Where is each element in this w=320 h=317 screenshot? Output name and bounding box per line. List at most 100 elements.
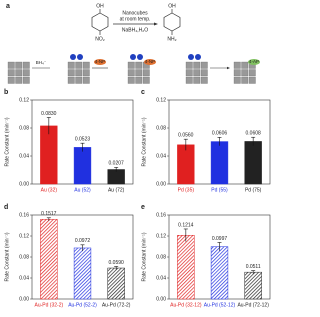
y-axis-label: Rate Constant (min⁻¹): [141, 232, 147, 281]
x-tick-label: Au-Pd (32-2): [35, 302, 64, 308]
y-axis-label: Rate Constant (min⁻¹): [4, 117, 10, 166]
nanocube: [67, 76, 75, 84]
figure: a OH NO₂ OH NH₂ Nanocubes at room temp. …: [4, 3, 271, 308]
nanocube: [22, 76, 30, 84]
y-tick-label: 0.00: [19, 296, 29, 302]
condition: at room temp.: [120, 16, 151, 22]
step-label: 4-AP: [249, 59, 259, 64]
nanocube: [15, 61, 23, 69]
nanocube: [248, 76, 256, 84]
bar: [107, 267, 125, 300]
nanocube: [135, 61, 143, 69]
nanocube: [15, 76, 23, 84]
nanocube: [241, 76, 249, 84]
panel-label: a: [6, 3, 10, 10]
bar: [210, 141, 229, 185]
group: OH: [168, 3, 176, 9]
group: OH: [96, 3, 104, 9]
bar: [244, 271, 262, 300]
value-label: 0.1517: [41, 211, 57, 217]
nanocube: [15, 69, 23, 77]
nanocube: [7, 69, 15, 77]
hydride: [70, 54, 76, 60]
x-tick-label: Au-Pd (72-2): [102, 302, 131, 308]
molecule: [94, 59, 106, 65]
nanocube: [127, 69, 135, 77]
bar: [177, 144, 195, 185]
y-axis-label: Rate Constant (min⁻¹): [141, 117, 147, 166]
step-label: BH₄⁻: [36, 60, 47, 65]
nanocube: [67, 69, 75, 77]
bar: [40, 219, 58, 300]
nanocube: [7, 61, 15, 69]
value-label: 0.0997: [212, 236, 228, 242]
bar: [244, 141, 262, 185]
bar: [107, 169, 125, 185]
y-tick-label: 0.16: [156, 212, 166, 218]
condition: Nanocubes: [122, 10, 148, 16]
group: NH₂: [167, 36, 176, 42]
y-tick-label: 0.04: [19, 153, 29, 159]
benzene-ring: [91, 12, 109, 32]
bar: [73, 147, 92, 185]
y-tick-label: 0.00: [19, 181, 29, 187]
nanocube: [241, 61, 249, 69]
nanocube: [75, 61, 83, 69]
panel-label: c: [141, 89, 145, 96]
x-tick-label: Au-Pd (52-12): [204, 302, 236, 308]
hydride: [195, 54, 201, 60]
panel-label: e: [141, 204, 145, 211]
y-tick-label: 0.04: [19, 275, 29, 281]
nanocube: [185, 76, 193, 84]
nanocube: [185, 69, 193, 77]
value-label: 0.0523: [75, 137, 91, 143]
y-tick-label: 0.00: [156, 181, 166, 187]
step-label: 4-NP: [95, 59, 105, 64]
nanocube: [185, 61, 193, 69]
nanocube: [135, 76, 143, 84]
arrow-head: [227, 66, 230, 70]
y-tick-label: 0.00: [156, 296, 166, 302]
x-tick-label: Pd (75): [245, 187, 262, 193]
nanocube: [67, 61, 75, 69]
condition: NaBH₄,H₂O: [122, 27, 148, 33]
x-tick-label: Au-Pd (32-12): [170, 302, 202, 308]
nanocube: [193, 76, 201, 84]
x-tick-label: Au (32): [41, 187, 58, 193]
y-tick-label: 0.04: [156, 275, 166, 281]
bar: [177, 235, 195, 300]
x-tick-label: Pd (35): [178, 187, 195, 193]
y-tick-label: 0.04: [156, 153, 166, 159]
nanocube: [75, 76, 83, 84]
nanocube: [233, 61, 241, 69]
group: NO₂: [95, 36, 105, 42]
y-tick-label: 0.08: [156, 254, 166, 260]
nanocube: [233, 76, 241, 84]
y-axis-label: Rate Constant (min⁻¹): [4, 232, 10, 281]
nanocube: [248, 69, 256, 77]
hydride: [137, 54, 143, 60]
nanocube: [22, 61, 30, 69]
arrow-head: [154, 22, 158, 26]
scheme: a OH NO₂ OH NH₂ Nanocubes at room temp. …: [6, 3, 260, 84]
value-label: 0.0590: [109, 260, 125, 266]
y-tick-label: 0.12: [19, 97, 29, 103]
bar: [40, 125, 58, 185]
y-tick-label: 0.12: [19, 233, 29, 239]
hydride: [77, 54, 83, 60]
nanocube: [127, 61, 135, 69]
bar: [73, 247, 92, 300]
nanocube: [142, 76, 150, 84]
nanocube: [7, 76, 15, 84]
x-tick-label: Au-Pd (72-12): [237, 302, 269, 308]
nanocube: [75, 69, 83, 77]
nanocube: [127, 76, 135, 84]
nanocube: [22, 69, 30, 77]
nanocube: [200, 76, 208, 84]
nanocube: [193, 61, 201, 69]
value-label: 0.0830: [41, 111, 57, 117]
nanocube: [233, 69, 241, 77]
nanocube: [82, 69, 90, 77]
x-tick-label: Au (52): [74, 187, 91, 193]
value-label: 0.0511: [246, 264, 261, 270]
